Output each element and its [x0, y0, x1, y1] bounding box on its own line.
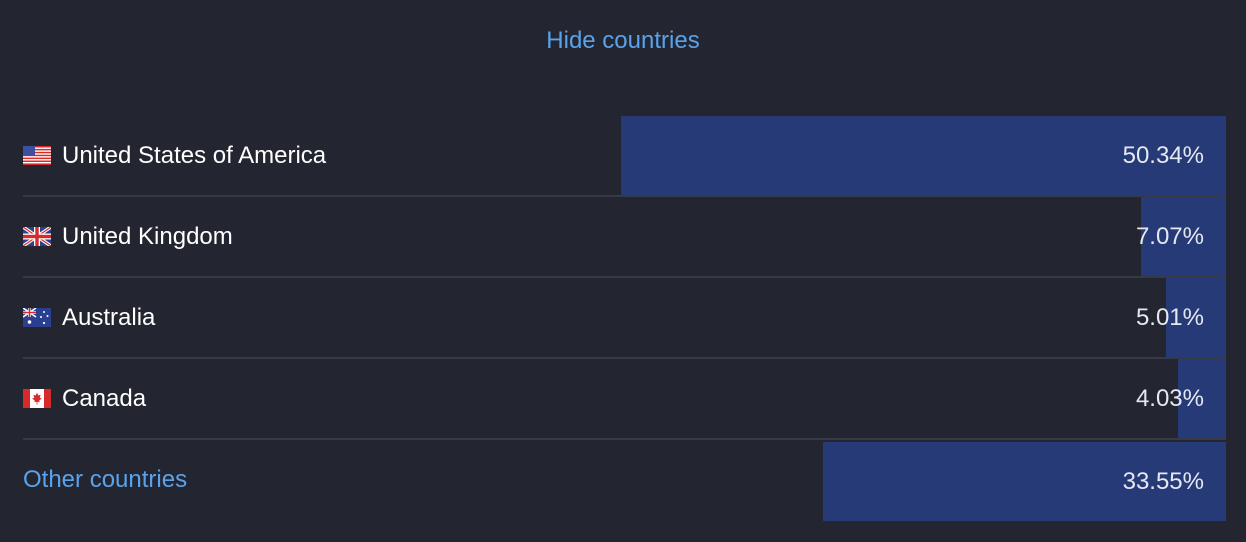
- country-row-uk: United Kingdom 7.07%: [23, 197, 1226, 278]
- canada-flag-icon: [23, 389, 51, 408]
- country-percent: 7.07%: [1135, 222, 1204, 250]
- country-row-australia: Australia 5.01%: [23, 278, 1226, 359]
- country-row-other: Other countries 33.55%: [23, 440, 1226, 521]
- country-name: Canada: [62, 384, 147, 412]
- hide-countries-link[interactable]: Hide countries: [546, 27, 700, 54]
- us-flag-icon: [23, 146, 51, 165]
- country-name: United Kingdom: [62, 222, 233, 250]
- share-bar: [1177, 359, 1226, 438]
- country-name: Australia: [62, 303, 156, 331]
- country-percent: 50.34%: [1122, 141, 1204, 169]
- country-percent: 4.03%: [1135, 384, 1204, 412]
- country-row-usa: United States of America 50.34%: [23, 116, 1226, 197]
- other-percent: 33.55%: [1122, 467, 1204, 495]
- share-bar: [822, 442, 1226, 521]
- country-list: United States of America 50.34% Unite: [23, 116, 1226, 521]
- country-name: United States of America: [62, 141, 327, 169]
- uk-flag-icon: [23, 227, 51, 246]
- share-bar: [621, 116, 1226, 195]
- australia-flag-icon: [23, 308, 51, 327]
- share-bar: [1165, 278, 1226, 357]
- country-percent: 5.01%: [1135, 303, 1204, 331]
- share-bar: [1141, 197, 1226, 276]
- other-countries-link[interactable]: Other countries: [23, 465, 188, 493]
- country-row-canada: Canada 4.03%: [23, 359, 1226, 440]
